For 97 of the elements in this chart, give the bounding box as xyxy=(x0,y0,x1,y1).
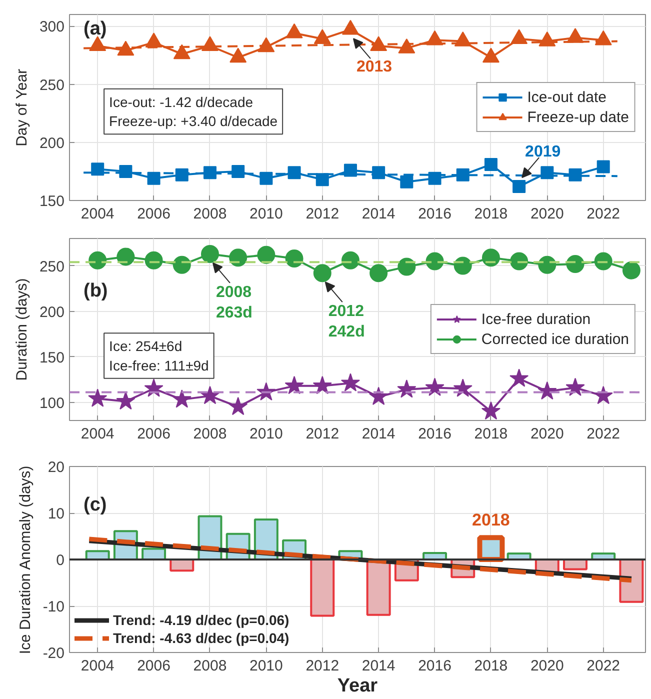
legend-label: Ice-free duration xyxy=(481,310,591,328)
annotation: 2008 263d xyxy=(216,284,252,322)
point xyxy=(284,376,304,394)
x-tick-label: 2008 xyxy=(193,426,227,442)
point xyxy=(622,261,640,280)
y-tick-label: -10 xyxy=(42,598,65,616)
point xyxy=(566,254,584,273)
x-tick-label: 2018 xyxy=(474,206,508,222)
x-tick-label: 2004 xyxy=(80,426,114,442)
x-tick-label: 2022 xyxy=(586,426,620,442)
point xyxy=(370,264,388,282)
point xyxy=(453,378,472,397)
x-tick-label: 2020 xyxy=(530,426,564,442)
x-tick-label: 2010 xyxy=(250,426,283,442)
y-tick-label: -20 xyxy=(42,645,65,662)
annotation: Ice-out: -1.42 d/decade Freeze-up: +3.40 d/decade xyxy=(109,94,278,130)
x-tick-label: 2018 xyxy=(474,658,508,674)
point xyxy=(312,376,332,394)
legend-label: Ice-out date xyxy=(527,88,606,106)
point xyxy=(510,368,529,387)
x-tick-label: 2018 xyxy=(474,426,508,442)
x-tick-label: 2012 xyxy=(306,658,340,674)
x-tick-label: 2014 xyxy=(362,426,396,442)
y-tick-label: 300 xyxy=(39,18,65,36)
point xyxy=(144,251,163,270)
x-tick-label: 2010 xyxy=(250,206,283,222)
annotation: 2018 xyxy=(472,510,510,530)
y-axis-title: Day of Year xyxy=(13,68,30,146)
x-tick-label: 2022 xyxy=(586,658,620,674)
y-tick-label: 250 xyxy=(39,76,65,94)
x-tick-label: 2008 xyxy=(193,206,227,222)
x-tick-label: 2016 xyxy=(418,206,452,222)
y-tick-label: 150 xyxy=(39,349,65,366)
chart-title: (a) xyxy=(84,18,107,40)
x-tick-label: 2016 xyxy=(418,426,452,442)
legend-label: Trend: -4.63 d/dec (p=0.04) xyxy=(113,629,290,647)
text: (c) xyxy=(84,494,107,516)
point xyxy=(425,378,444,396)
y-tick-label: 250 xyxy=(39,258,65,276)
x-tick-label: 2012 xyxy=(306,426,340,442)
x-tick-label: 2022 xyxy=(586,206,620,222)
y-axis-title: Duration (days) xyxy=(13,278,30,381)
annotation: 2019 xyxy=(525,144,561,161)
point xyxy=(88,251,107,270)
point xyxy=(341,251,360,270)
point xyxy=(538,256,556,274)
x-tick-label: 2010 xyxy=(250,658,283,674)
x-tick-label: 2020 xyxy=(530,206,564,222)
y-tick-label: 100 xyxy=(39,394,65,412)
annotation: 2012 242d xyxy=(328,303,365,340)
point xyxy=(200,244,219,263)
x-tick-label: 2020 xyxy=(530,658,564,674)
y-axis-title: Ice Duration Anomaly (days) xyxy=(16,466,34,654)
point xyxy=(481,401,500,420)
x-tick-label: 2008 xyxy=(193,658,227,674)
point xyxy=(228,396,248,416)
text: (b) xyxy=(84,280,108,302)
point xyxy=(116,391,136,410)
x-tick-label: 2014 xyxy=(362,658,396,674)
x-tick-label: 2004 xyxy=(80,658,114,674)
point xyxy=(285,250,304,268)
legend-label: Trend: -4.19 d/dec (p=0.06) xyxy=(113,611,290,629)
x-tick-label: 2016 xyxy=(418,658,452,674)
y-tick-label: 20 xyxy=(48,459,65,476)
point xyxy=(397,380,416,398)
point xyxy=(172,256,191,274)
point xyxy=(482,248,500,267)
x-tick-label: 2006 xyxy=(137,206,170,222)
x-tick-label: 2004 xyxy=(80,206,114,222)
point xyxy=(200,386,220,404)
y-tick-label: 0 xyxy=(56,552,64,569)
x-tick-label: 2006 xyxy=(137,658,170,674)
point xyxy=(313,264,332,282)
point xyxy=(369,386,388,406)
point xyxy=(229,248,248,267)
point xyxy=(398,258,416,276)
point xyxy=(116,248,135,266)
x-tick-label: 2014 xyxy=(362,206,396,222)
point xyxy=(88,388,108,407)
x-tick-label: 2006 xyxy=(137,426,170,442)
annotation: Ice: 254±6d Ice-free: 111±9d xyxy=(109,338,209,374)
y-tick-label: 200 xyxy=(39,304,65,321)
x-tick-label: 2012 xyxy=(306,206,340,222)
point xyxy=(257,246,276,264)
point xyxy=(172,390,192,408)
point xyxy=(566,378,585,396)
y-tick-label: 10 xyxy=(48,506,65,522)
y-tick-label: 150 xyxy=(39,193,65,210)
legend-label: Freeze-up date xyxy=(527,108,629,126)
point xyxy=(538,381,557,400)
point xyxy=(340,373,360,392)
annotation: 2013 xyxy=(356,58,392,76)
legend-label: Corrected ice duration xyxy=(481,330,629,348)
y-tick-label: 200 xyxy=(39,134,65,152)
bar xyxy=(310,558,335,617)
x-axis-title: Year xyxy=(337,676,378,696)
point xyxy=(454,256,472,275)
